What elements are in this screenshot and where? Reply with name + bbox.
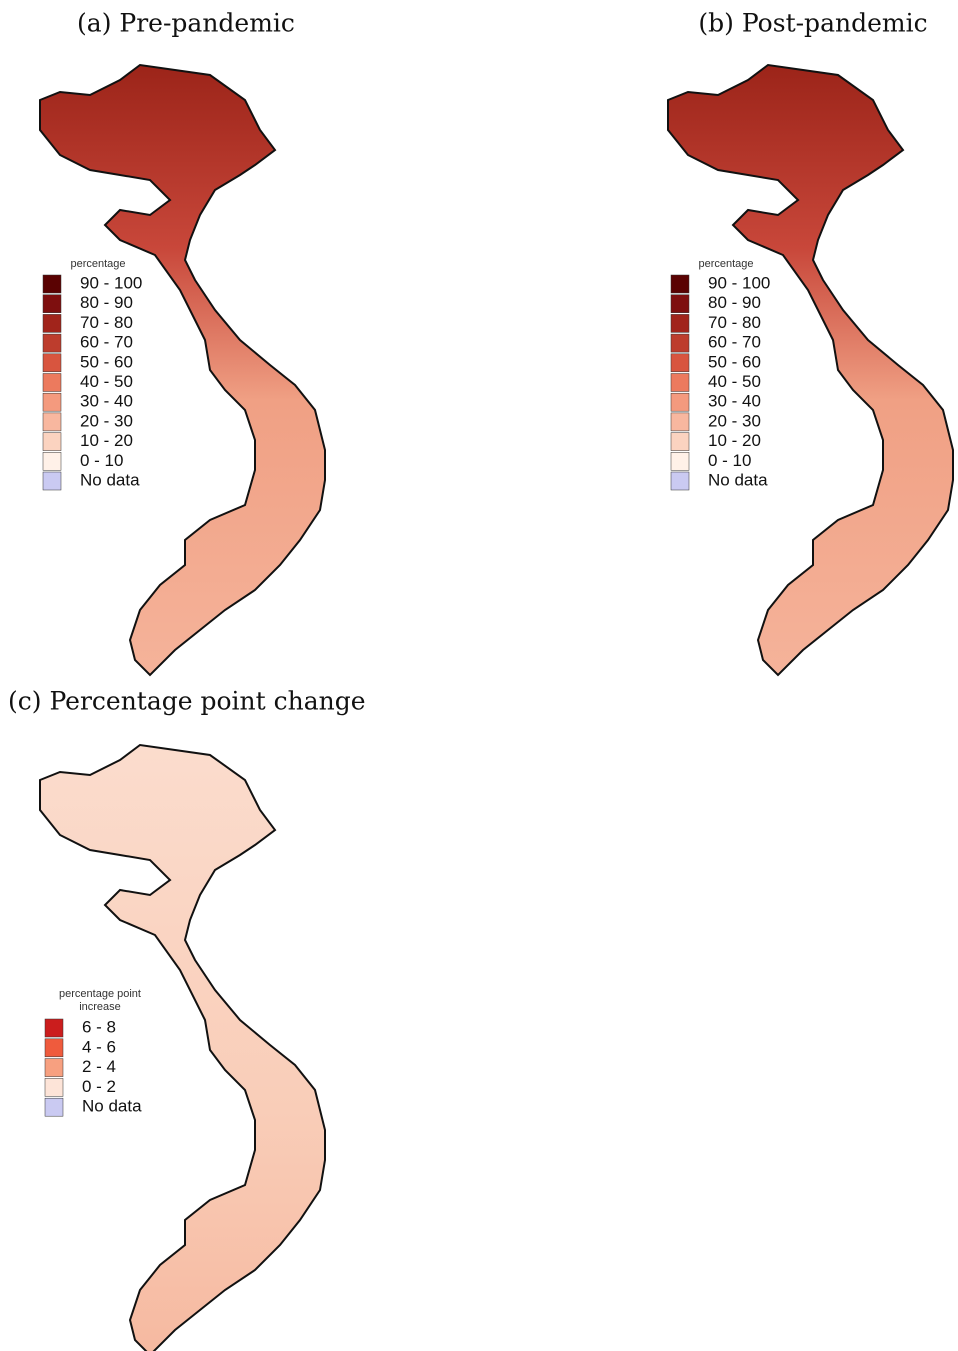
legend-title: percentage point [59, 988, 141, 1000]
legend-swatch [42, 392, 62, 412]
legend-swatch [42, 333, 62, 353]
legend-swatch [44, 1018, 64, 1038]
legend-swatch [42, 314, 62, 333]
legend-swatch [670, 274, 690, 294]
legend-label: 50 - 60 [708, 352, 761, 371]
legend-label: 20 - 30 [80, 411, 133, 430]
legend-label: 4 - 6 [82, 1037, 116, 1056]
legend-title: increase [79, 1001, 121, 1013]
panel-title: (a) Pre-pandemic [77, 9, 295, 38]
legend-swatch [670, 294, 690, 313]
legend-swatch [670, 412, 690, 432]
legend-label: 30 - 40 [708, 392, 761, 411]
legend-swatch [670, 353, 690, 373]
legend-swatch [44, 1097, 64, 1117]
legend-label: 60 - 70 [80, 333, 133, 352]
legend-title: percentage [70, 258, 125, 270]
legend-label: 70 - 80 [80, 313, 133, 332]
legend-swatch [42, 471, 62, 491]
legend-swatch [670, 471, 690, 491]
legend-swatch [42, 353, 62, 373]
legend-swatch [670, 392, 690, 412]
legend-swatch [670, 432, 690, 451]
legend-label: 20 - 30 [708, 411, 761, 430]
legend-label: 10 - 20 [80, 431, 133, 450]
legend-swatch [670, 314, 690, 333]
legend-label: 0 - 2 [82, 1077, 116, 1096]
legend-label: No data [708, 470, 768, 489]
legend-swatch [42, 432, 62, 451]
legend-label: 70 - 80 [708, 313, 761, 332]
legend-swatch [42, 274, 62, 294]
legend-swatch [670, 452, 690, 471]
legend-swatch [670, 333, 690, 353]
panel-title: (c) Percentage point change [8, 687, 366, 716]
legend-swatch [44, 1038, 64, 1058]
legend-label: 30 - 40 [80, 392, 133, 411]
legend-label: 80 - 90 [708, 293, 761, 312]
legend-swatch [44, 1058, 64, 1077]
legend-label: 40 - 50 [708, 372, 761, 391]
legend-swatch [42, 452, 62, 471]
legend-label: 10 - 20 [708, 431, 761, 450]
legend-label: 90 - 100 [708, 273, 770, 292]
panel-title: (b) Post-pandemic [698, 9, 927, 38]
legend-label: No data [82, 1097, 142, 1116]
legend-swatch [44, 1078, 64, 1097]
legend-label: 2 - 4 [82, 1057, 116, 1076]
legend-label: 90 - 100 [80, 273, 142, 292]
legend-label: 0 - 10 [80, 451, 123, 470]
legend-swatch [42, 294, 62, 313]
legend-swatch [42, 412, 62, 432]
legend-label: 60 - 70 [708, 333, 761, 352]
legend-label: 0 - 10 [708, 451, 751, 470]
legend-label: 50 - 60 [80, 352, 133, 371]
legend-label: 6 - 8 [82, 1017, 116, 1036]
legend-swatch [42, 373, 62, 392]
legend-label: 80 - 90 [80, 293, 133, 312]
legend-label: 40 - 50 [80, 372, 133, 391]
legend-title: percentage [698, 258, 753, 270]
legend-label: No data [80, 470, 140, 489]
legend-swatch [670, 373, 690, 392]
